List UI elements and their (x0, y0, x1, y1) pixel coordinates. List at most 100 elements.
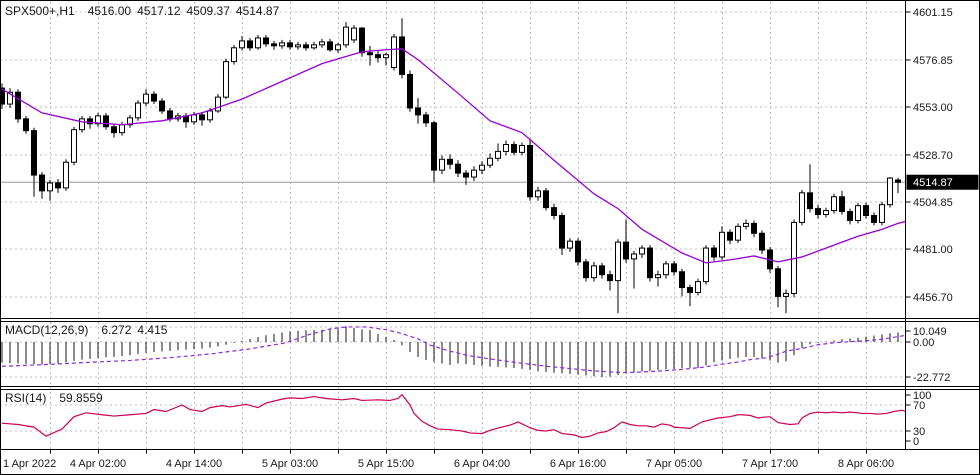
rsi-axis-label: 70 (913, 400, 925, 412)
date-axis-label: 5 Apr 15:00 (358, 458, 414, 470)
candle-body (327, 41, 333, 51)
candle-body (151, 93, 157, 102)
candle-body (671, 263, 677, 273)
price-axis-label: 4528.70 (913, 150, 953, 162)
candle-body (743, 222, 749, 227)
candle-body (383, 54, 389, 59)
candle-body (71, 129, 77, 163)
candle-body (599, 265, 605, 276)
candle-body (63, 161, 69, 189)
candle-body (135, 102, 141, 119)
candle-body (0, 87, 5, 105)
date-axis-label: 6 Apr 16:00 (550, 458, 606, 470)
macd-signal-value: 4.415 (137, 323, 168, 337)
candle-body (479, 164, 485, 171)
candle-body (439, 158, 445, 171)
rsi-line (1, 393, 907, 439)
date-axis-label: 6 Apr 04:00 (454, 458, 510, 470)
macd-main-value: 6.272 (101, 323, 132, 337)
price-axis-label: 4504.85 (913, 197, 953, 209)
candle-body (167, 110, 173, 120)
macd-label: MACD(12,26,9) (5, 323, 89, 337)
date-axis-label: 7 Apr 05:00 (646, 458, 702, 470)
candle-body (263, 37, 269, 45)
candle-body (7, 91, 13, 105)
candle-body (559, 215, 565, 249)
candle-body (87, 118, 93, 125)
date-axis-label: 1 Apr 2022 (3, 458, 56, 470)
candle-body (103, 115, 109, 128)
candle-body (295, 44, 301, 48)
candle-body (367, 52, 373, 56)
candle-body (127, 117, 133, 126)
candle-body (15, 91, 21, 120)
candle-body (871, 215, 877, 223)
moving-average-line (1, 48, 907, 264)
candle-body (303, 44, 309, 49)
candle-body (695, 281, 701, 293)
candle-body (607, 274, 613, 282)
date-axis-label: 5 Apr 03:00 (262, 458, 318, 470)
date-axis-label: 4 Apr 14:00 (166, 458, 222, 470)
candle-body (591, 265, 597, 279)
candle-body (895, 179, 901, 183)
candle-body (279, 42, 285, 47)
candle-body (311, 44, 317, 49)
candle-body (783, 292, 789, 297)
candle-body (663, 263, 669, 276)
candle-body (471, 169, 477, 178)
candle-body (807, 192, 813, 210)
candle-body (415, 107, 421, 116)
rsi-value: 59.8559 (59, 391, 103, 405)
candle-body (111, 126, 117, 134)
price-axis-label: 4481.00 (913, 244, 953, 256)
candle-body (47, 182, 53, 192)
candle-body (407, 73, 413, 109)
candle-body (799, 192, 805, 223)
candle-body (679, 271, 685, 289)
candle-body (431, 122, 437, 171)
macd-indicator-title: MACD(12,26,9) 6.272 4.415 (5, 323, 167, 337)
candle-body (775, 268, 781, 297)
candle-body (759, 232, 765, 251)
candle-body (399, 36, 405, 75)
macd-axis-label: 10.049 (913, 326, 947, 338)
date-axis-label: 7 Apr 17:00 (742, 458, 798, 470)
price-axis-label: 4601.15 (913, 7, 953, 19)
candle-body (551, 207, 557, 217)
candle-body (535, 190, 541, 198)
candle-body (55, 182, 61, 189)
rsi-axis-label: 100 (913, 390, 931, 402)
candle-body (199, 114, 205, 121)
candle-body (143, 93, 149, 104)
current-price-tag (906, 174, 979, 190)
candle-body (31, 130, 37, 176)
candle-body (583, 261, 589, 279)
candle-body (519, 144, 525, 153)
candle-body (423, 114, 429, 124)
candle-body (351, 27, 357, 41)
macd-axis-label: 0.00 (913, 337, 934, 349)
candle-body (711, 247, 717, 258)
candle-body (503, 143, 509, 152)
candle-body (247, 40, 253, 49)
rsi-indicator-title: RSI(14) 59.8559 (5, 391, 103, 405)
candle-body (567, 240, 573, 249)
rsi-axis-label: 30 (913, 426, 925, 438)
candle-body (887, 177, 893, 206)
candle-body (447, 158, 453, 165)
price-axis-label: 4456.70 (913, 292, 953, 304)
close-value: 4514.87 (235, 4, 280, 18)
candle-body (615, 241, 621, 282)
candle-body (207, 110, 213, 121)
candle-body (623, 241, 629, 260)
high-value: 4517.12 (137, 4, 181, 18)
candle-body (255, 37, 261, 49)
candle-body (39, 174, 45, 192)
candle-body (735, 225, 741, 241)
candle-body (463, 172, 469, 178)
candle-body (847, 211, 853, 221)
